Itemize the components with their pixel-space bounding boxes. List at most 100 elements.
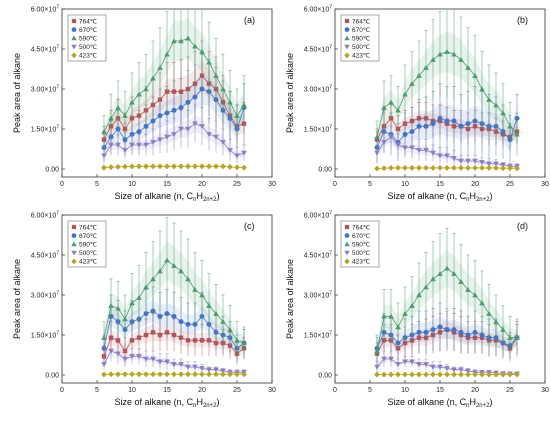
data-point [136, 371, 142, 378]
series-triangle-down [101, 104, 247, 164]
data-point [472, 164, 478, 171]
data-point [437, 153, 443, 159]
data-point [178, 268, 184, 274]
data-point [185, 321, 191, 327]
data-point [192, 163, 198, 170]
data-point [479, 164, 485, 171]
data-point [122, 148, 128, 154]
data-point [402, 131, 408, 137]
data-point [129, 354, 135, 360]
data-point [507, 165, 513, 172]
data-point [213, 371, 219, 378]
data-point [444, 327, 450, 333]
data-point [409, 359, 415, 365]
x-tick-label: 25 [233, 387, 241, 394]
legend-entry: 590℃ [352, 36, 371, 43]
data-point [402, 359, 408, 365]
y-tick-label: 3.00×107 [304, 85, 333, 94]
data-point [409, 129, 415, 135]
data-point [234, 371, 240, 378]
chart-panel-3: 0 5 10 15 20 25 30 0.00 1.50×107 3.00×107 4.50×107… [12, 211, 276, 410]
x-tick-label: 0 [333, 181, 337, 188]
legend-marker [344, 52, 350, 59]
series-triangle [374, 228, 520, 365]
legend-entry: 423℃ [352, 259, 371, 266]
legend-entry: 670℃ [352, 27, 371, 34]
data-point [381, 356, 387, 362]
data-point [458, 164, 464, 171]
x-tick-label: 5 [95, 181, 99, 188]
data-point [388, 134, 394, 140]
data-point [213, 72, 219, 78]
x-tick-label: 20 [471, 181, 479, 188]
legend-entry: 670℃ [352, 233, 371, 240]
x-tick-label: 20 [471, 387, 479, 394]
data-point [157, 113, 163, 119]
data-point [514, 334, 520, 340]
data-point [241, 340, 247, 346]
data-point [444, 366, 450, 372]
x-tick-label: 30 [268, 387, 276, 394]
data-point [206, 163, 212, 170]
data-point [157, 137, 163, 143]
data-point [416, 148, 422, 154]
data-point [199, 124, 205, 130]
legend-marker [71, 44, 77, 50]
data-point [129, 300, 135, 306]
data-point [101, 371, 107, 378]
data-point [171, 163, 177, 170]
data-point [486, 96, 492, 102]
data-point [430, 164, 436, 171]
data-point [108, 142, 114, 148]
data-point [374, 371, 380, 378]
data-point [465, 164, 471, 171]
series-triangle [101, 217, 247, 359]
y-tick-label: 0.00 [45, 373, 59, 380]
x-tick-label: 0 [333, 387, 337, 394]
data-point [472, 72, 478, 78]
series-diamond [374, 371, 520, 378]
data-point [402, 145, 408, 151]
data-point [500, 326, 506, 332]
data-point [241, 150, 247, 156]
chart-panel-2: 0 5 10 15 20 25 30 0.00 1.50×107 3.00×107 4.50×107… [285, 5, 549, 204]
x-tick-label: 0 [60, 181, 64, 188]
y-tick-label: 4.50×107 [31, 251, 60, 260]
data-point [157, 64, 163, 70]
data-point [171, 107, 177, 113]
data-point [479, 371, 485, 378]
legend-marker [344, 27, 350, 32]
data-point [157, 359, 163, 365]
data-point [451, 156, 457, 162]
data-point [241, 371, 247, 378]
legend-entry: 423℃ [352, 53, 371, 60]
legend-marker [71, 224, 77, 230]
data-point [493, 164, 499, 171]
y-tick-label: 4.50×107 [304, 45, 333, 54]
data-point [185, 99, 191, 105]
y-tick-label: 1.50×107 [304, 125, 333, 134]
legend-marker [344, 18, 350, 24]
data-point [493, 318, 499, 324]
data-point [423, 284, 429, 290]
data-point [444, 164, 450, 171]
x-tick-label: 15 [436, 181, 444, 188]
data-point [493, 102, 499, 108]
y-tick-label: 3.00×107 [304, 291, 333, 300]
data-point [143, 371, 149, 378]
data-point [136, 163, 142, 170]
data-point [206, 59, 212, 65]
data-point [129, 371, 135, 378]
legend-marker [344, 250, 350, 256]
data-point [227, 326, 233, 332]
data-point [171, 132, 177, 138]
data-point [199, 48, 205, 54]
data-point [178, 319, 184, 325]
legend-entry: 500℃ [79, 250, 98, 257]
data-point [178, 105, 184, 111]
data-point [451, 118, 457, 124]
y-tick-label: 3.00×107 [31, 85, 60, 94]
series-triangle-down [374, 350, 520, 377]
